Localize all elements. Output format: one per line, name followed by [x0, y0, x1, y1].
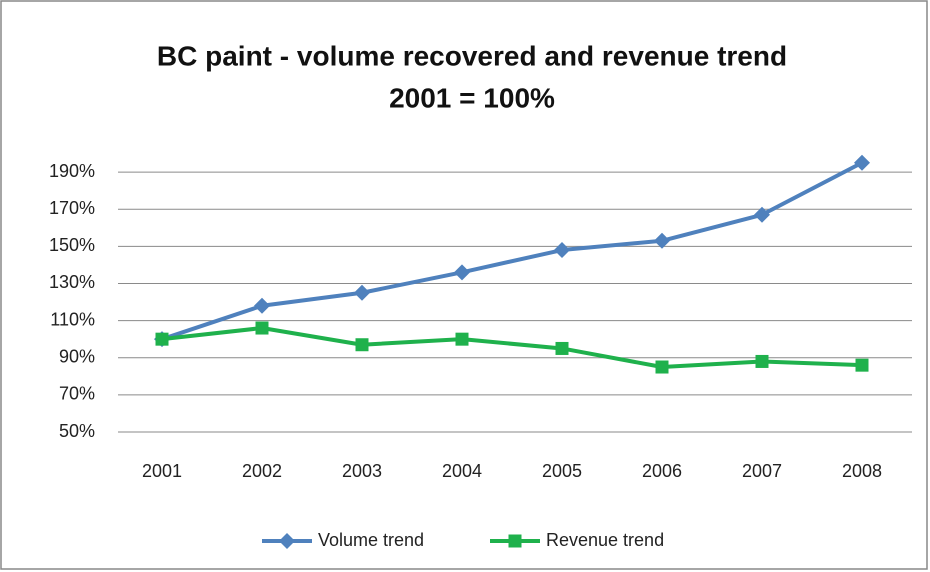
- series-line: [161, 326, 863, 370]
- y-tick-label: 90%: [59, 346, 95, 366]
- data-point: [654, 232, 670, 249]
- y-tick-label: 110%: [50, 309, 95, 329]
- data-point: [655, 360, 669, 374]
- legend-label: Revenue trend: [546, 530, 664, 550]
- y-tick-label: 70%: [59, 384, 95, 404]
- y-tick-label: 50%: [59, 421, 95, 441]
- y-tick-label: 190%: [49, 161, 95, 181]
- data-point: [554, 242, 570, 259]
- data-point: [454, 264, 470, 281]
- y-tick-label: 170%: [49, 198, 95, 218]
- y-tick-label: 130%: [49, 272, 95, 292]
- chart-subtitle: 2001 = 100%: [389, 82, 555, 113]
- legend-marker: [279, 533, 295, 549]
- x-tick-label: 2004: [442, 461, 482, 481]
- data-point: [854, 154, 870, 171]
- y-tick-label: 150%: [49, 235, 95, 255]
- data-point: [255, 321, 269, 335]
- series-line: [161, 161, 863, 342]
- data-point: [755, 354, 769, 368]
- data-point: [555, 341, 569, 355]
- data-point: [754, 206, 770, 223]
- data-point: [254, 297, 270, 314]
- x-tick-label: 2008: [842, 461, 882, 481]
- data-point: [455, 332, 469, 346]
- x-tick-label: 2002: [242, 461, 282, 481]
- x-tick-label: 2005: [542, 461, 582, 481]
- chart-title: BC paint - volume recovered and revenue …: [157, 40, 787, 71]
- data-point: [155, 332, 169, 346]
- data-point: [855, 358, 869, 372]
- x-tick-label: 2007: [742, 461, 782, 481]
- data-point: [355, 338, 369, 352]
- x-tick-label: 2001: [142, 461, 182, 481]
- legend-label: Volume trend: [318, 530, 424, 550]
- legend-marker: [508, 534, 522, 548]
- x-tick-label: 2006: [642, 461, 682, 481]
- x-tick-label: 2003: [342, 461, 382, 481]
- data-point: [354, 284, 370, 301]
